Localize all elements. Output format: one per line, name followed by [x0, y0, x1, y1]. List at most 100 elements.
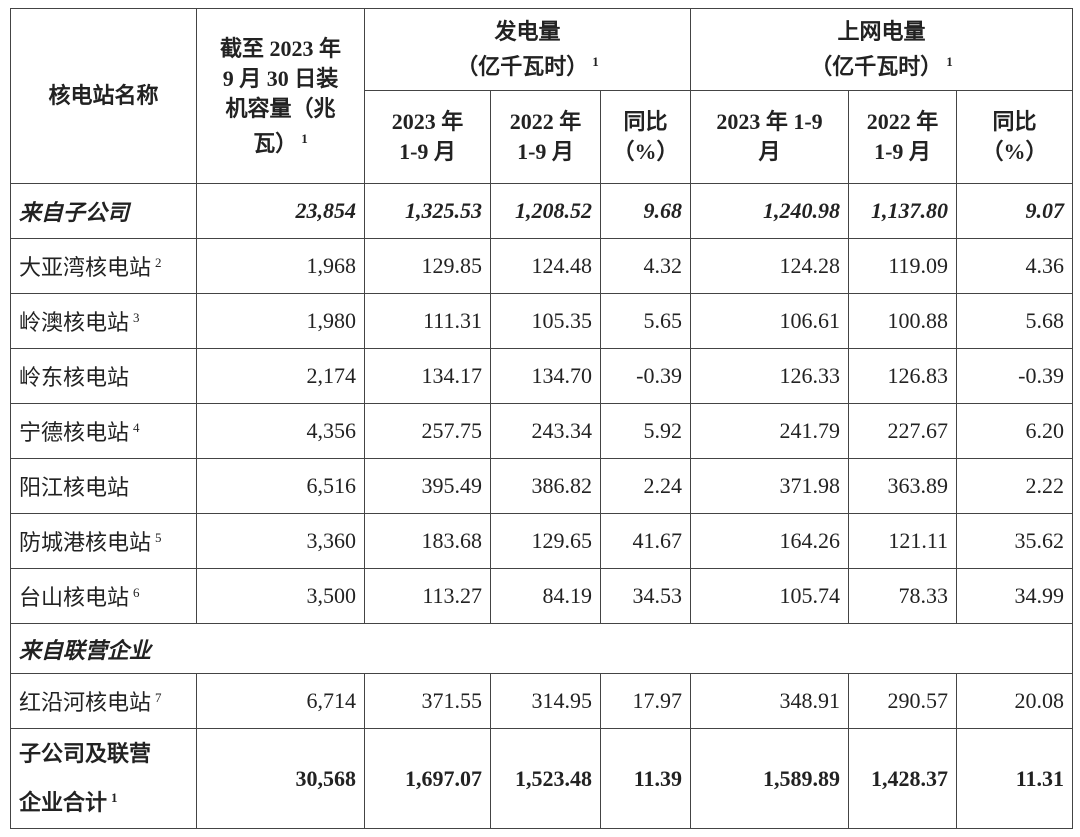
data-row: 岭东核电站 2,174 134.17 134.70 -0.39 126.33 126.83-…	[10, 348, 1073, 404]
header-cell: 2023 年 1-9 月	[690, 90, 849, 184]
value-cell: 11.39	[600, 728, 691, 829]
value-cell: 30,568	[196, 728, 365, 829]
value-cell: 5.68	[956, 293, 1073, 349]
footnote-mark: 7	[155, 690, 162, 705]
value-cell: 134.17	[364, 348, 491, 404]
text-line: 同比	[623, 109, 668, 134]
value-cell: 9.68	[600, 183, 691, 239]
value-cell: 1,589.89	[690, 728, 849, 829]
text-line: 1-9 月	[874, 139, 931, 164]
data-row: 台山核电站 6 3,500 113.27 84.19 34.53 105.74 78.33 34…	[10, 568, 1073, 624]
data-row: 岭澳核电站 3 1,980 111.31 105.35 5.65 106.61 100.88 5…	[10, 293, 1073, 349]
value-cell: 1,325.53	[364, 183, 491, 239]
value-cell: 314.95	[490, 673, 601, 729]
value-cell: 2.24	[600, 458, 691, 514]
total-label: 子公司及联营 企业合计 1	[10, 728, 197, 829]
value-cell: 1,968	[196, 238, 365, 294]
plant-name-text: 宁德核电站	[19, 420, 130, 445]
value-cell: 41.67	[600, 513, 691, 569]
header-cell: 2022 年 1-9 月	[490, 90, 601, 184]
value-cell: 23,854	[196, 183, 365, 239]
value-cell: 129.85	[364, 238, 491, 294]
value-cell: 183.68	[364, 513, 491, 569]
plant-name-text: 阳江核电站	[19, 475, 130, 500]
value-cell: 11.31	[956, 728, 1073, 829]
plant-name: 岭东核电站	[10, 348, 197, 404]
value-cell: 371.98	[690, 458, 849, 514]
plant-name: 红沿河核电站 7	[10, 673, 197, 729]
footnote-mark: 6	[133, 585, 140, 600]
value-cell: 4.32	[600, 238, 691, 294]
value-cell: -0.39	[600, 348, 691, 404]
text-line: 企业合计	[19, 790, 108, 815]
value-cell: 126.33	[690, 348, 849, 404]
footnote-mark: 1	[301, 130, 308, 146]
value-cell: -0.39	[956, 348, 1073, 404]
value-cell: 20.08	[956, 673, 1073, 729]
footnote-mark: 5	[155, 530, 162, 545]
value-cell: 106.61	[690, 293, 849, 349]
value-cell: 134.70	[490, 348, 601, 404]
value-cell: 113.27	[364, 568, 491, 624]
value-cell: 1,697.07	[364, 728, 491, 829]
value-cell: 241.79	[690, 403, 849, 459]
section-label: 来自子公司	[10, 183, 197, 239]
text-line: 9 月 30 日装	[222, 65, 339, 91]
header-cell: 同比 （%）	[600, 90, 691, 184]
plant-name: 岭澳核电站 3	[10, 293, 197, 349]
section-row: 来自联营企业	[10, 623, 1073, 674]
value-cell: 17.97	[600, 673, 691, 729]
text-line: 发电量	[494, 19, 561, 44]
footnote-mark: 2	[155, 255, 162, 270]
value-cell: 290.57	[848, 673, 957, 729]
header-cell: 核电站名称	[10, 8, 197, 184]
plant-name: 宁德核电站 4	[10, 403, 197, 459]
data-row: 防城港核电站 5 3,360 183.68 129.65 41.67 164.26 121.1…	[10, 513, 1073, 569]
text-line: 上网电量	[837, 19, 926, 44]
value-cell: 34.99	[956, 568, 1073, 624]
value-cell: 257.75	[364, 403, 491, 459]
footnote-mark: 3	[133, 310, 140, 325]
plant-name-text: 台山核电站	[19, 585, 130, 610]
value-cell: 4,356	[196, 403, 365, 459]
value-cell: 2,174	[196, 348, 365, 404]
value-cell: 9.07	[956, 183, 1073, 239]
plant-name-text: 岭澳核电站	[19, 310, 130, 335]
section-row: 来自子公司 23,854 1,325.53 1,208.52 9.68 1,240.98 1…	[10, 183, 1073, 239]
text-line: 2022 年	[509, 109, 582, 134]
value-cell: 6,516	[196, 458, 365, 514]
value-cell: 124.28	[690, 238, 849, 294]
text-line: 机容量（兆	[225, 95, 336, 121]
text-line: （亿千瓦时）	[456, 54, 589, 79]
value-cell: 1,208.52	[490, 183, 601, 239]
text-line: 瓦）	[253, 130, 298, 156]
value-cell: 111.31	[364, 293, 491, 349]
value-cell: 2.22	[956, 458, 1073, 514]
value-cell: 35.62	[956, 513, 1073, 569]
text-line: 2023 年 1-9	[716, 109, 823, 134]
value-cell: 100.88	[848, 293, 957, 349]
footnote-mark: 1	[592, 54, 599, 69]
text-line: （%）	[612, 139, 679, 164]
header-cell: 截至 2023 年 9 月 30 日装 机容量（兆 瓦） 1	[196, 8, 365, 184]
plant-name-text: 红沿河核电站	[19, 690, 152, 715]
data-row: 阳江核电站 6,516 395.49 386.82 2.24 371.98 363.89 2.…	[10, 458, 1073, 514]
value-cell: 1,240.98	[690, 183, 849, 239]
data-row: 宁德核电站 4 4,356 257.75 243.34 5.92 241.79 227.67 6…	[10, 403, 1073, 459]
value-cell: 371.55	[364, 673, 491, 729]
value-cell: 6.20	[956, 403, 1073, 459]
value-cell: 84.19	[490, 568, 601, 624]
value-cell: 34.53	[600, 568, 691, 624]
text-line: （%）	[981, 139, 1048, 164]
footnote-mark: 1	[111, 790, 118, 805]
value-cell: 126.83	[848, 348, 957, 404]
value-cell: 227.67	[848, 403, 957, 459]
header-row: 2023 年 1-9 月 2022 年 1-9 月同比 （%） 2023 年 1-9 月 20…	[11, 90, 1073, 184]
value-cell: 1,980	[196, 293, 365, 349]
value-cell: 119.09	[848, 238, 957, 294]
value-cell: 348.91	[690, 673, 849, 729]
